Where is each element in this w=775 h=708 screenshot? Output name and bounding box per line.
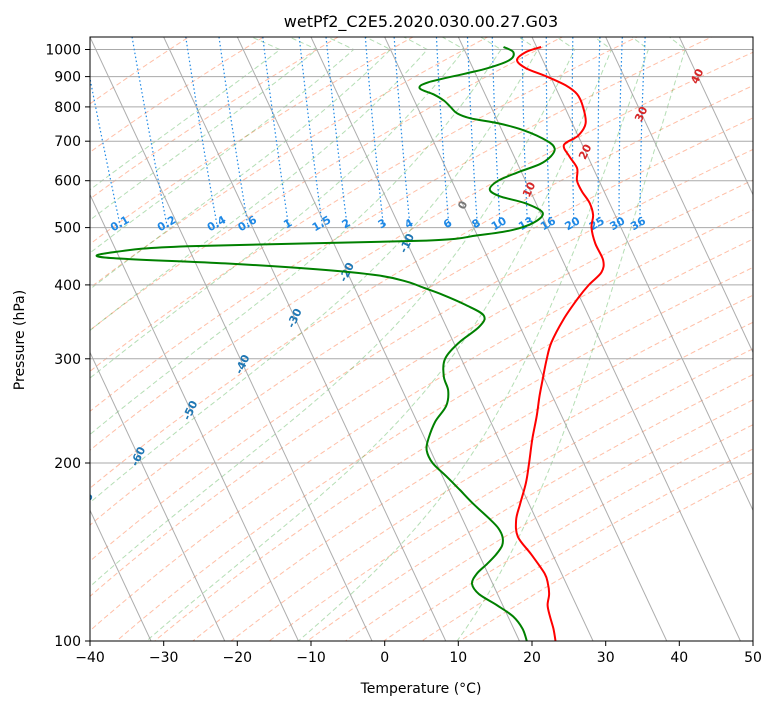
x-tick-label: −30: [149, 650, 179, 666]
y-tick-label: 600: [54, 174, 81, 190]
x-tick-label: 40: [670, 650, 688, 666]
x-tick-label: −10: [296, 650, 326, 666]
isotherm-label: 20: [576, 142, 594, 162]
x-tick-label: −20: [223, 650, 253, 666]
dry-adiabat: [90, 37, 414, 245]
isotherm-line: [605, 37, 753, 354]
x-tick-label: 10: [449, 650, 467, 666]
temperature-profile-line: [514, 46, 605, 641]
dry-adiabat: [115, 238, 753, 641]
y-tick-label: 700: [54, 134, 81, 150]
y-tick-label: 300: [54, 352, 81, 368]
y-tick-label: 1000: [45, 43, 81, 59]
background-lines: [90, 37, 753, 641]
dry-adiabat: [90, 117, 753, 526]
mixing-ratio-line: [618, 37, 623, 228]
y-tick-label: 100: [54, 634, 81, 650]
dry-adiabat: [268, 348, 753, 641]
x-tick-label: 0: [380, 650, 389, 666]
dry-adiabat: [192, 294, 753, 641]
dry-adiabat: [306, 374, 753, 641]
mixing-ratio-line: [466, 37, 479, 228]
mixing-ratio-line: [521, 37, 529, 228]
mixing-ratio-line: [90, 75, 122, 228]
moist-adiabat: [90, 37, 465, 379]
isotherm-label: 40: [688, 66, 706, 86]
y-tick-label: 500: [54, 221, 81, 237]
dry-adiabat: [90, 37, 564, 331]
mixing-ratio-line: [597, 37, 601, 228]
y-tick-label: 800: [54, 100, 81, 116]
dry-adiabat: [230, 321, 753, 641]
isotherm-line: [90, 509, 152, 641]
isotherm-label: 30: [632, 104, 650, 124]
mixing-ratio-labels: 0.1 0.2 0.4 0.6 1 1.5 2 3 4 6 8 10 13 16 20 25 30 36: [108, 213, 648, 234]
dry-adiabat: [90, 37, 489, 289]
sounding-lines: [95, 46, 605, 641]
mixing-ratio-line: [491, 37, 501, 228]
plot-frame: [89, 36, 754, 642]
x-tick-label: 20: [523, 650, 541, 666]
y-tick-label: 900: [54, 70, 81, 86]
moist-adiabat: [90, 37, 355, 254]
isotherm-line: [531, 37, 753, 512]
isotherm-label: 10: [520, 180, 538, 200]
isotherm-line: [163, 37, 447, 641]
y-axis-label: Pressure (hPa): [12, 290, 28, 390]
dry-adiabat: [90, 209, 753, 632]
moist-adiabat: [90, 37, 429, 332]
isotherm-line: [457, 37, 741, 641]
x-axis-ticks: −40 −30 −20 −10 0 10 20 30 40 50: [75, 641, 762, 666]
dry-adiabat: [344, 399, 753, 641]
mixing-ratio-line: [364, 37, 385, 228]
y-tick-label: 200: [54, 456, 81, 472]
isotherm-line: [90, 351, 226, 641]
mixing-ratio-line: [639, 37, 646, 228]
x-tick-label: −40: [75, 650, 105, 666]
isotherm-label: -70: [76, 491, 96, 515]
isotherm-line: [90, 193, 299, 641]
mixing-ratio-line: [435, 37, 450, 228]
dewpoint-profile-line: [95, 46, 556, 641]
y-tick-label: 400: [54, 278, 81, 294]
dry-adiabat: [90, 37, 639, 372]
dry-adiabat: [90, 37, 340, 200]
dry-adiabat: [90, 37, 265, 153]
chart-title: wetPf2_C2E5.2020.030.00.27.G03: [284, 12, 558, 32]
dry-adiabat: [382, 424, 753, 641]
x-tick-label: 30: [597, 650, 615, 666]
y-axis-ticks: 100 200 300 400 500 600 700 800 900 1000: [45, 43, 90, 650]
dry-adiabat: [90, 179, 753, 598]
x-tick-label: 50: [744, 650, 762, 666]
mixing-ratio-line: [571, 37, 575, 228]
isotherm-line: [236, 37, 520, 641]
dry-adiabat: [153, 266, 753, 641]
dry-adiabat: [90, 51, 753, 451]
isotherm-line: [678, 37, 753, 196]
mixing-ratio-line: [393, 37, 411, 228]
mixing-ratio-line: [545, 37, 551, 228]
isotherm-line: [384, 37, 668, 641]
x-axis-label: Temperature (°C): [360, 681, 482, 697]
dry-adiabat: [90, 148, 753, 562]
dry-adiabat: [90, 37, 713, 412]
isotherm-line: [90, 37, 373, 641]
dry-adiabat: [90, 85, 753, 489]
